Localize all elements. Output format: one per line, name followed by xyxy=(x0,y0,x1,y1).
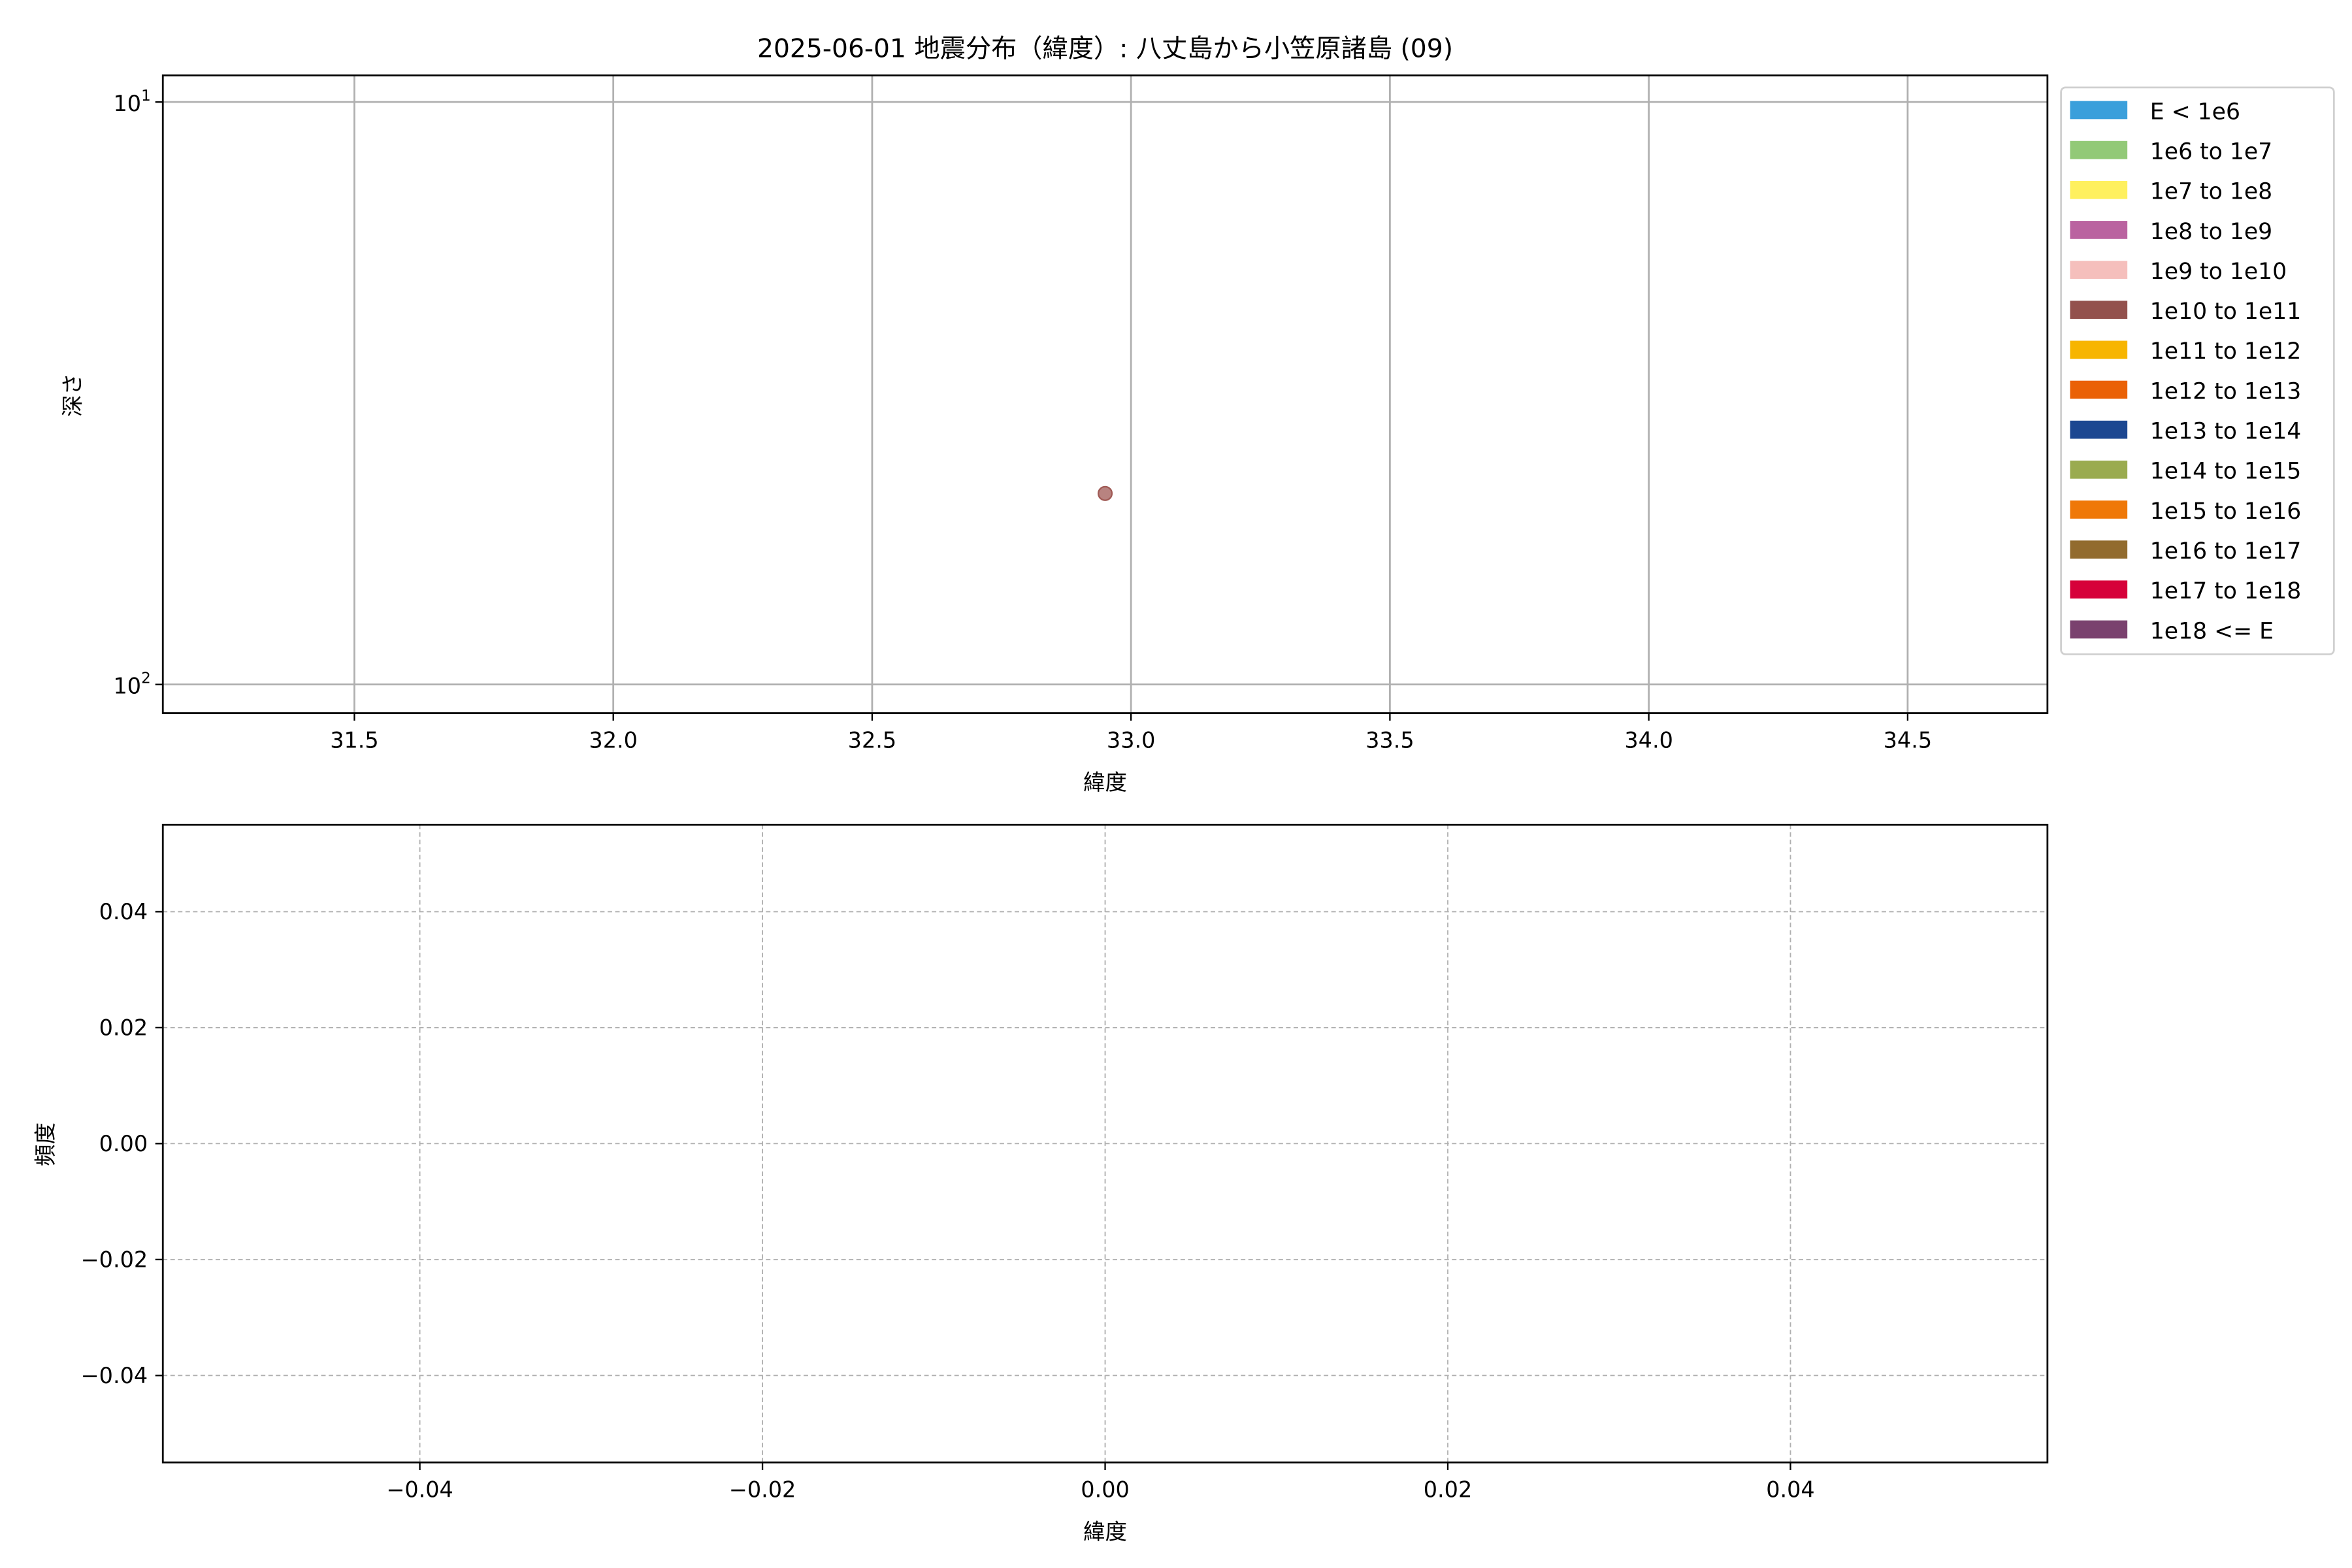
legend-swatch xyxy=(2070,101,2128,120)
legend-swatch xyxy=(2070,461,2128,479)
legend: E < 1e6 1e6 to 1e7 1e7 to 1e8 1e8 to 1e9 1e9… xyxy=(2060,86,2335,655)
x-tick-label: 32.5 xyxy=(848,728,897,753)
plot-area xyxy=(163,75,2048,713)
legend-frame xyxy=(2060,86,2335,655)
legend-label: 1e12 to 1e13 xyxy=(2150,378,2301,404)
legend-label: 1e15 to 1e16 xyxy=(2150,498,2301,525)
legend-label: E < 1e6 xyxy=(2150,99,2240,125)
y-axis-label-top: 深さ xyxy=(59,373,85,417)
legend-label: 1e6 to 1e7 xyxy=(2150,139,2272,165)
y-tick-label: 101 xyxy=(114,88,151,116)
legend-label: 1e11 to 1e12 xyxy=(2150,338,2301,365)
legend-swatch xyxy=(2070,580,2128,599)
legend-swatch xyxy=(2070,420,2128,439)
axes-frame xyxy=(161,823,2049,1463)
legend-swatch xyxy=(2070,180,2128,199)
legend-label: 1e8 to 1e9 xyxy=(2150,219,2272,245)
legend-swatch xyxy=(2070,261,2128,279)
x-tick-label: 31.5 xyxy=(330,728,379,753)
x-axis-label-bottom: 緯度 xyxy=(1083,1519,1127,1544)
legend-label: 1e16 to 1e17 xyxy=(2150,538,2301,564)
x-tick-label: 33.0 xyxy=(1107,728,1156,753)
legend-label: 1e13 to 1e14 xyxy=(2150,419,2301,445)
legend-label: 1e7 to 1e8 xyxy=(2150,179,2272,205)
scatter-axes: 31.5 32.0 32.5 33.0 33.5 34.0 34.5 101 102 xyxy=(114,74,2049,753)
legend-label: 1e18 <= E xyxy=(2150,618,2274,644)
x-tick-label: 34.5 xyxy=(1884,728,1933,753)
legend-label: 1e10 to 1e11 xyxy=(2150,299,2301,325)
y-tick-label: −0.04 xyxy=(81,1363,148,1388)
x-tick-label: −0.04 xyxy=(386,1477,453,1503)
data-point xyxy=(1098,485,1113,501)
legend-label: 1e14 to 1e15 xyxy=(2150,459,2301,485)
legend-swatch xyxy=(2070,620,2128,639)
x-tick-label: −0.02 xyxy=(729,1477,796,1503)
x-tick-label: 0.04 xyxy=(1766,1477,1815,1503)
y-tick-label: 102 xyxy=(114,670,151,698)
legend-swatch xyxy=(2070,500,2128,519)
y-tick-label: 0.00 xyxy=(99,1131,148,1156)
legend-swatch xyxy=(2070,140,2128,159)
legend-swatch xyxy=(2070,380,2128,399)
x-tick-label: 34.0 xyxy=(1624,728,1673,753)
axes-frame xyxy=(161,74,2049,714)
y-tick-label: −0.02 xyxy=(81,1247,148,1272)
chart-title: 2025-06-01 地震分布（緯度）: 八丈島から小笠原諸島 (09) xyxy=(757,35,1453,64)
legend-swatch xyxy=(2070,221,2128,239)
legend-label: 1e9 to 1e10 xyxy=(2150,259,2287,285)
x-tick-label: 0.00 xyxy=(1081,1477,1130,1503)
y-tick-label: 0.02 xyxy=(99,1015,148,1040)
x-tick-label: 0.02 xyxy=(1424,1477,1473,1503)
legend-swatch xyxy=(2070,340,2128,359)
x-tick-label: 32.0 xyxy=(589,728,638,753)
histogram-axes: −0.04 −0.02 0.00 0.02 0.04 −0.04 −0.02 0.00 0.02… xyxy=(81,823,2049,1503)
y-axis-label-bottom: 頻度 xyxy=(33,1122,58,1166)
legend-label: 1e17 to 1e18 xyxy=(2150,578,2301,604)
y-tick-label: 0.04 xyxy=(99,899,148,924)
x-tick-label: 33.5 xyxy=(1365,728,1414,753)
x-axis-label-top: 緯度 xyxy=(1083,770,1127,795)
legend-swatch xyxy=(2070,540,2128,559)
legend-swatch xyxy=(2070,301,2128,319)
